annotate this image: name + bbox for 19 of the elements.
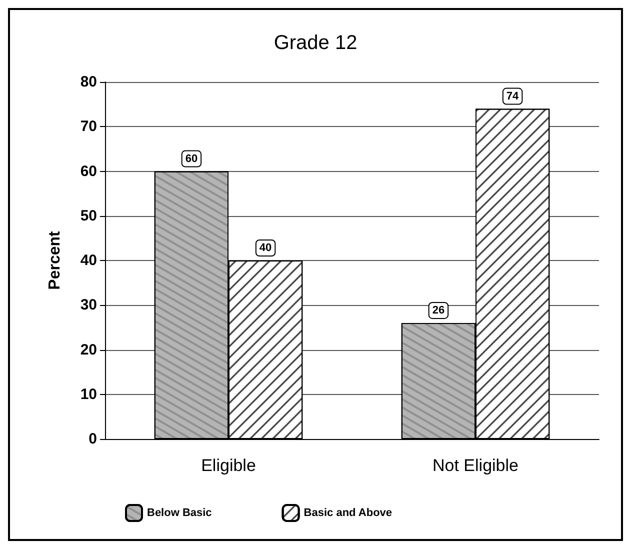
legend-label: Basic and Above	[304, 507, 392, 519]
y-tick-label: 70	[80, 118, 97, 136]
data-label: 74	[506, 90, 520, 102]
y-tick-label: 60	[80, 162, 97, 180]
y-tick-label: 30	[80, 296, 97, 314]
x-tick-label: Eligible	[201, 456, 256, 475]
y-tick-label: 20	[80, 341, 97, 358]
x-tick-label: Not Eligible	[432, 456, 518, 475]
chart-title: Grade 12	[274, 32, 358, 54]
data-label: 40	[259, 242, 272, 254]
y-tick-label: 80	[80, 74, 97, 90]
y-tick-label: 10	[80, 386, 97, 403]
legend-label: Below Basic	[147, 507, 212, 519]
data-label: 26	[432, 304, 445, 316]
y-axis-title: Percent	[46, 230, 64, 290]
y-tick-label: 0	[88, 430, 97, 448]
y-tick-label: 50	[80, 207, 97, 224]
data-label: 60	[185, 152, 198, 165]
y-tick-label: 40	[80, 252, 97, 269]
